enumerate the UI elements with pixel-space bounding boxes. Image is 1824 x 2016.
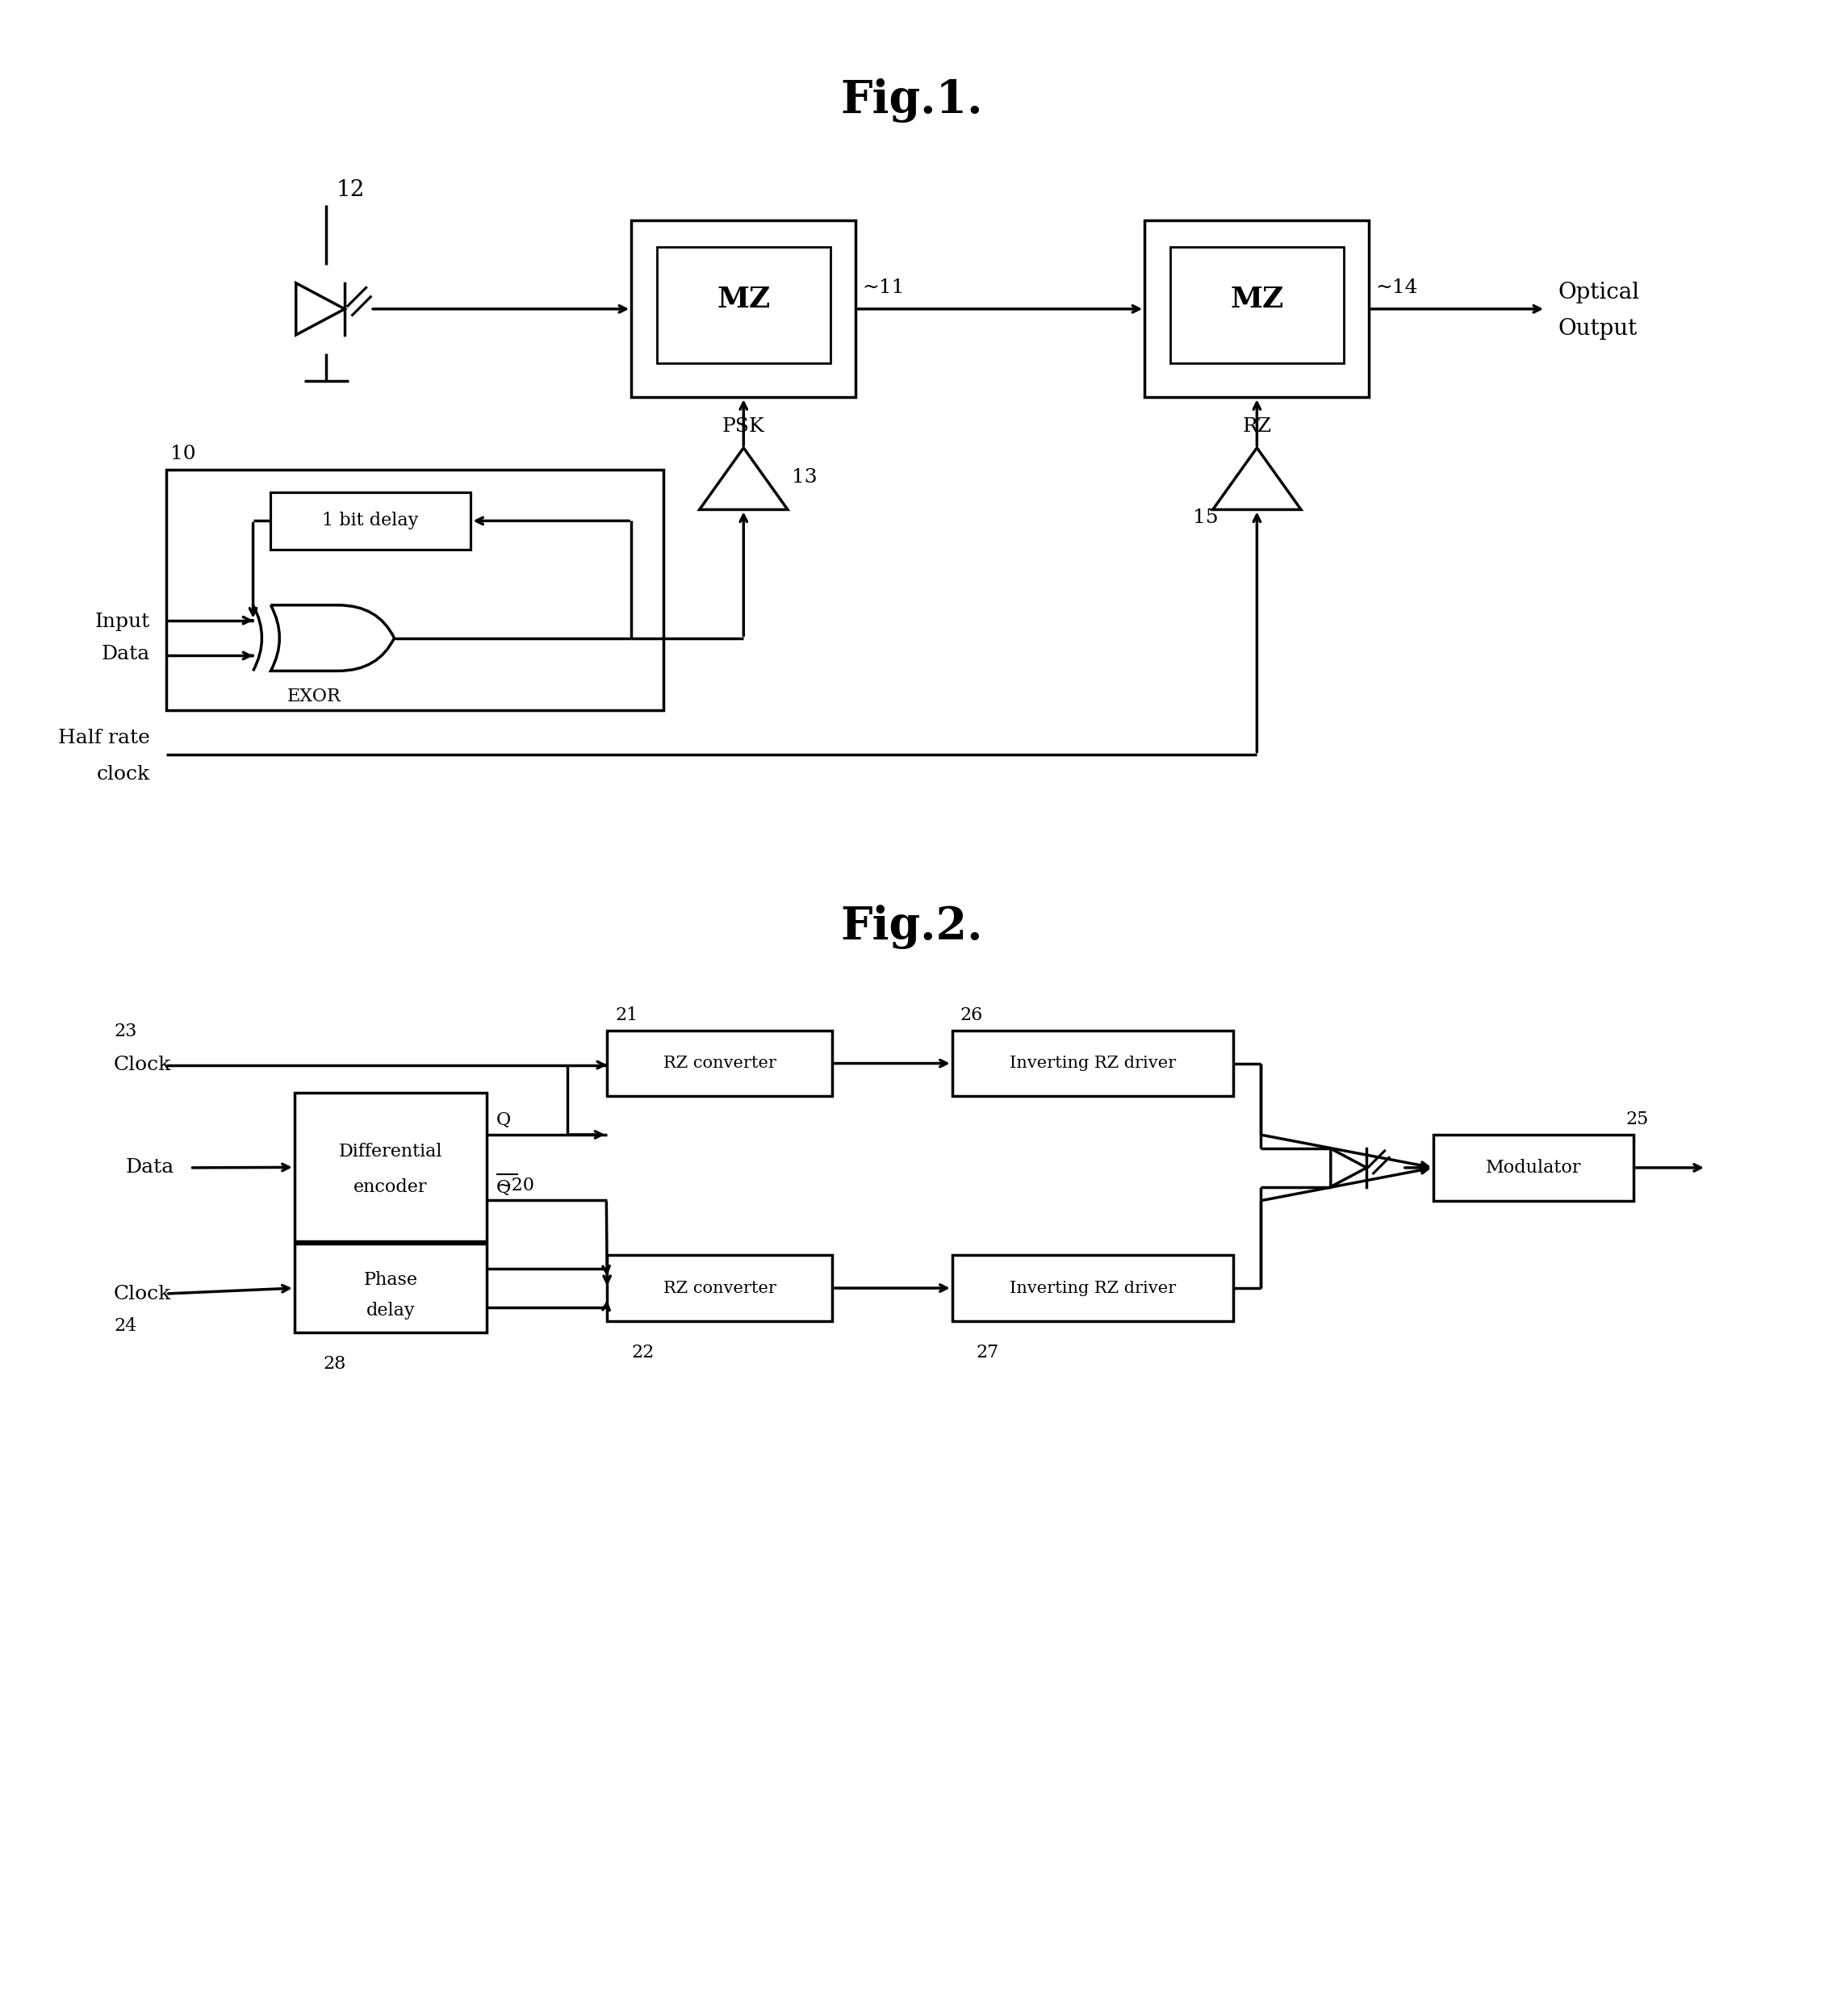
Text: 1 bit delay: 1 bit delay xyxy=(323,512,420,530)
Text: Clock: Clock xyxy=(113,1056,171,1075)
Bar xyxy=(952,1030,1233,1097)
Text: encoder: encoder xyxy=(354,1179,427,1195)
Text: ~14: ~14 xyxy=(1375,278,1417,296)
Text: 25: 25 xyxy=(1625,1111,1649,1129)
Text: 13: 13 xyxy=(792,468,817,486)
Bar xyxy=(657,248,830,363)
Text: Inverting RZ driver: Inverting RZ driver xyxy=(1009,1280,1176,1296)
Bar xyxy=(1145,220,1370,397)
Text: Data: Data xyxy=(102,645,150,663)
Text: ~20: ~20 xyxy=(496,1177,534,1193)
Text: MZ: MZ xyxy=(717,286,770,312)
Text: RZ: RZ xyxy=(1242,417,1271,435)
Text: 10: 10 xyxy=(170,444,195,464)
Text: 28: 28 xyxy=(323,1355,347,1373)
Text: Input: Input xyxy=(95,613,150,631)
Polygon shape xyxy=(1213,448,1301,510)
Text: clock: clock xyxy=(97,766,150,784)
Text: 21: 21 xyxy=(615,1006,638,1024)
Text: Inverting RZ driver: Inverting RZ driver xyxy=(1009,1056,1176,1070)
Bar xyxy=(607,1256,832,1320)
Text: Phase: Phase xyxy=(363,1272,418,1288)
Text: 12: 12 xyxy=(336,179,365,202)
Text: RZ converter: RZ converter xyxy=(664,1280,775,1296)
Text: Fig.2.: Fig.2. xyxy=(841,905,983,950)
Text: Half rate: Half rate xyxy=(58,730,150,748)
PathPatch shape xyxy=(270,605,394,671)
Polygon shape xyxy=(699,448,788,510)
Text: EXOR: EXOR xyxy=(288,687,341,706)
Text: 27: 27 xyxy=(976,1343,1000,1361)
Text: Fig.1.: Fig.1. xyxy=(841,79,983,123)
Bar xyxy=(270,492,471,550)
Text: delay: delay xyxy=(367,1302,416,1318)
Text: Differential: Differential xyxy=(339,1143,443,1159)
Text: ~11: ~11 xyxy=(863,278,905,296)
Text: PSK: PSK xyxy=(722,417,764,435)
Bar xyxy=(952,1256,1233,1320)
Text: 24: 24 xyxy=(113,1316,137,1335)
Polygon shape xyxy=(1332,1149,1366,1187)
Text: 22: 22 xyxy=(631,1343,655,1361)
Bar xyxy=(294,1244,487,1333)
Text: Q: Q xyxy=(496,1111,511,1129)
Text: 26: 26 xyxy=(959,1006,983,1024)
Bar xyxy=(607,1030,832,1097)
Text: Optical: Optical xyxy=(1558,282,1640,304)
Text: Q: Q xyxy=(496,1179,511,1198)
Text: MZ: MZ xyxy=(1229,286,1284,312)
Text: Data: Data xyxy=(126,1159,175,1177)
Text: Clock: Clock xyxy=(113,1284,171,1302)
Bar xyxy=(1171,248,1344,363)
Bar xyxy=(294,1093,487,1242)
Text: RZ converter: RZ converter xyxy=(664,1056,775,1070)
Text: 15: 15 xyxy=(1193,508,1218,526)
Bar xyxy=(166,470,664,710)
Bar xyxy=(631,220,855,397)
Text: 23: 23 xyxy=(113,1022,137,1040)
Text: Output: Output xyxy=(1558,319,1636,341)
Bar xyxy=(1434,1135,1634,1202)
Text: Modulator: Modulator xyxy=(1487,1159,1581,1177)
Polygon shape xyxy=(295,282,345,335)
